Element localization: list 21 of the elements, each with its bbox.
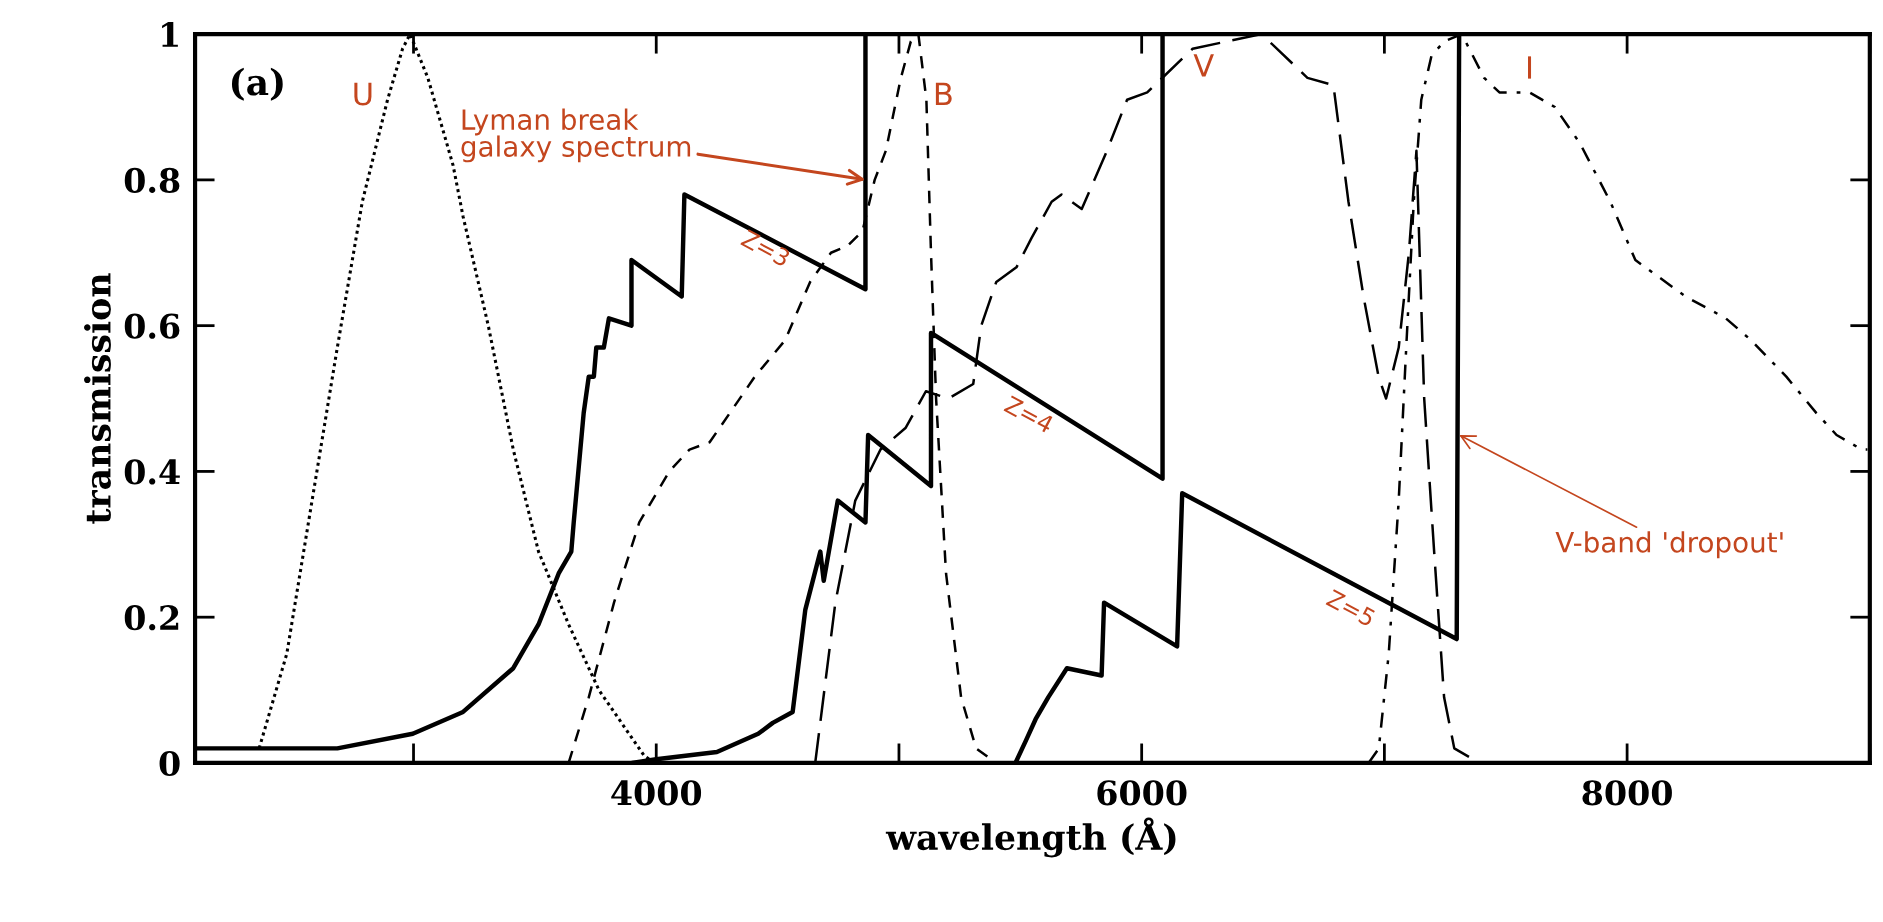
text: Z=5	[1325, 589, 1376, 627]
y-tick-label: 1	[162, 22, 178, 47]
annotation: V-band 'dropout'	[1555, 531, 1783, 559]
y-tick-label: 0.8	[124, 167, 180, 194]
series-label: V	[1193, 54, 1214, 77]
y-tick-label: 0	[159, 750, 180, 777]
x-tick-label: 4000	[611, 780, 702, 806]
annotation: Lyman break galaxy spectrum	[461, 108, 691, 163]
series-label: U	[354, 82, 372, 106]
series-label: B	[935, 82, 952, 106]
y-axis-title: transmission	[84, 273, 111, 524]
y-tick-label: 0.6	[124, 313, 180, 339]
x-tick-label: 6000	[1097, 780, 1187, 806]
x-tick-label: 8000	[1582, 780, 1672, 806]
text: Z=4	[1003, 395, 1055, 434]
text: Z=3	[740, 228, 791, 268]
y-tick-label: 0.4	[124, 459, 180, 485]
y-tick-label: 0.2	[124, 605, 179, 631]
series-label: I	[1528, 56, 1532, 79]
x-axis-title: wavelength (Å)	[885, 817, 1176, 858]
annotation: (a)	[231, 67, 283, 101]
